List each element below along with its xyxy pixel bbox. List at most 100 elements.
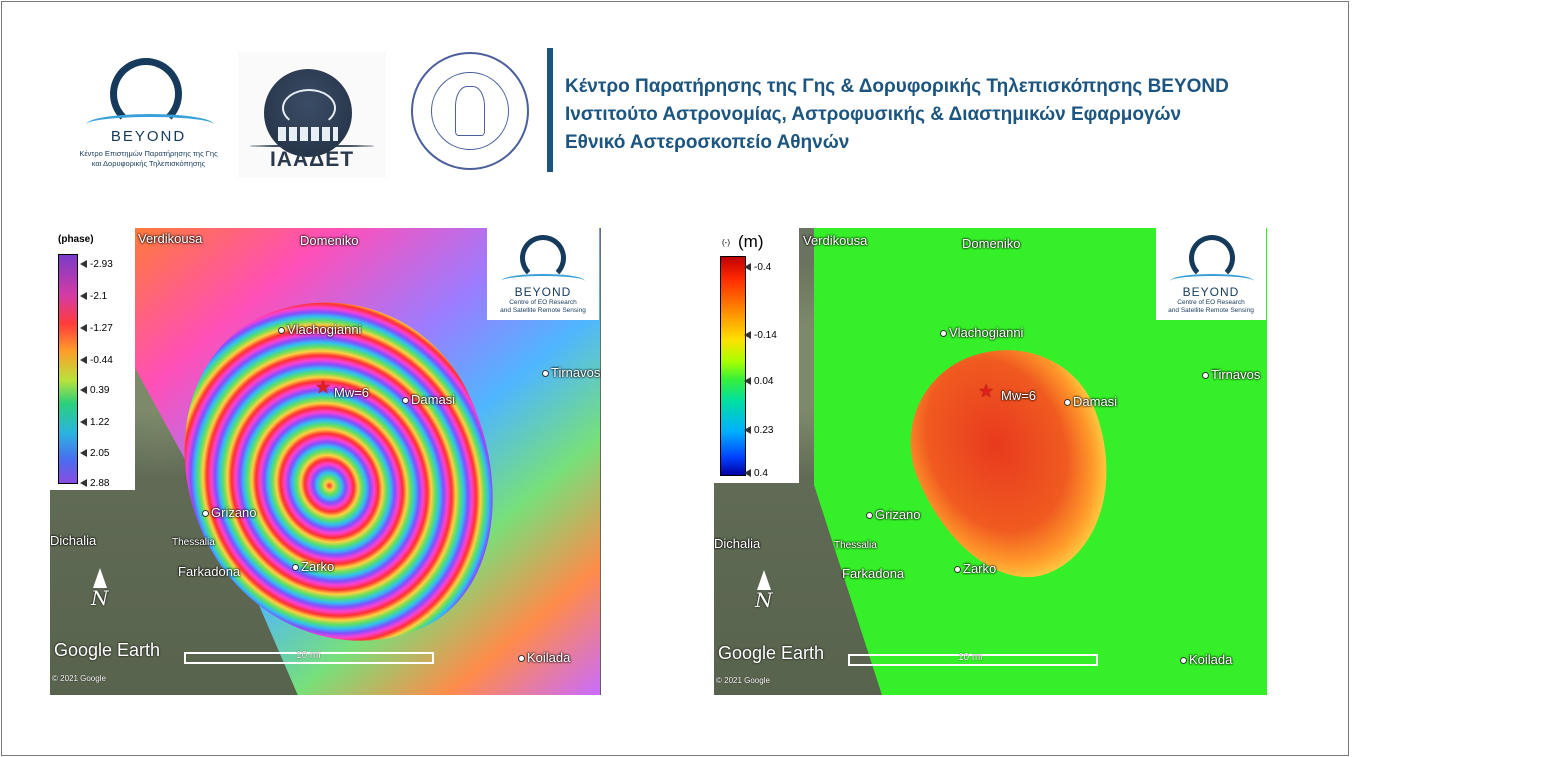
tick-marker-icon bbox=[80, 356, 87, 365]
beyond-inset-logo: BEYOND Centre of EO Research and Satelli… bbox=[487, 228, 599, 320]
interferogram-map[interactable]: (phase) -2.93 -2.1 -1.27 -0.44 0.39 1.22… bbox=[50, 228, 601, 695]
displacement-tick: -0.14 bbox=[744, 330, 777, 341]
place-farkadona: Farkadona bbox=[178, 564, 241, 579]
google-earth-logo: Google Earth bbox=[718, 643, 825, 663]
displacement-legend: (-) (m) -0.4 -0.14 0.04 0.23 0.4 bbox=[714, 228, 799, 483]
google-earth-logo: Google Earth bbox=[54, 640, 161, 660]
displacement-tick: -0.4 bbox=[744, 262, 771, 273]
north-label: N bbox=[91, 586, 109, 610]
beyond-swoosh-icon bbox=[1170, 274, 1254, 288]
tick-marker-icon bbox=[80, 292, 87, 301]
epicenter-label: Mw=6 bbox=[1001, 388, 1037, 403]
scale-bar bbox=[848, 654, 1098, 666]
place-domeniko: Domeniko bbox=[962, 236, 1021, 251]
phase-legend: (phase) -2.93 -2.1 -1.27 -0.44 0.39 1.22… bbox=[50, 228, 135, 490]
north-label: N bbox=[755, 588, 773, 612]
place-verdikousa: Verdikousa bbox=[138, 231, 203, 246]
displacement-map[interactable]: (-) (m) -0.4 -0.14 0.04 0.23 0.4 BEYOND … bbox=[714, 228, 1267, 695]
north-arrow-icon: N bbox=[751, 570, 777, 612]
place-dot-icon bbox=[278, 327, 285, 335]
beyond-logo-name: BEYOND bbox=[110, 128, 187, 145]
inset-logo-subtitle: Centre of EO Research and Satellite Remo… bbox=[1168, 299, 1254, 314]
scale-bar bbox=[184, 652, 434, 664]
tick-marker-icon bbox=[744, 426, 751, 435]
solar-panel-icon bbox=[278, 127, 338, 141]
phase-tick: 2.05 bbox=[80, 448, 109, 459]
displacement-legend-prefix: (-) bbox=[722, 238, 730, 247]
place-koilada: Koilada bbox=[1180, 652, 1232, 667]
phase-tick: 0.39 bbox=[80, 385, 109, 396]
inset-logo-name: BEYOND bbox=[1182, 285, 1240, 299]
tick-marker-icon bbox=[744, 263, 751, 272]
phase-tick: -2.93 bbox=[80, 259, 113, 270]
place-farkadona: Farkadona bbox=[842, 566, 905, 581]
tick-marker-icon bbox=[80, 260, 87, 269]
place-thessalia: Thessalia bbox=[172, 537, 215, 548]
phase-tick: -2.1 bbox=[80, 291, 107, 302]
phase-tick: -1.27 bbox=[80, 323, 113, 334]
place-dot-icon bbox=[1180, 657, 1187, 665]
phase-tick: 1.22 bbox=[80, 417, 109, 428]
institution-line-3: Εθνικό Αστεροσκοπείο Αθηνών bbox=[565, 132, 850, 153]
tick-marker-icon bbox=[80, 449, 87, 458]
observatory-seal-icon bbox=[403, 52, 538, 174]
displacement-tick: 0.04 bbox=[744, 376, 773, 387]
place-dot-icon bbox=[202, 510, 209, 518]
epicenter-label: Mw=6 bbox=[334, 385, 370, 400]
place-vlachogianni: Vlachogianni bbox=[278, 322, 361, 337]
orbit-icon bbox=[282, 89, 336, 127]
institution-line-2: Ινστιτούτο Αστρονομίας, Αστροφυσικής & Δ… bbox=[565, 104, 1182, 125]
beyond-ring-icon bbox=[520, 235, 566, 281]
beyond-ring-icon bbox=[110, 58, 182, 130]
place-koilada: Koilada bbox=[518, 650, 570, 665]
map-copyright: © 2021 Google bbox=[716, 676, 770, 685]
displacement-legend-unit: (m) bbox=[738, 232, 764, 251]
beyond-ring-icon bbox=[1189, 235, 1235, 281]
beyond-logo-subtitle-line2: και Δορυφορικής Τηλεπισκόπησης bbox=[91, 159, 206, 168]
place-damasi: Damasi bbox=[402, 392, 455, 407]
place-vlachogianni: Vlachogianni bbox=[940, 325, 1023, 340]
place-verdikousa: Verdikousa bbox=[803, 233, 868, 248]
place-grizano: Grizano bbox=[202, 505, 257, 520]
place-tirnavos: Tirnavos bbox=[542, 365, 600, 380]
iaadet-logo: ΙΑΑΔΕΤ bbox=[238, 52, 386, 178]
place-dichalia: Dichalia bbox=[714, 536, 761, 551]
epicenter-star-icon: ★ bbox=[978, 381, 995, 401]
tick-marker-icon bbox=[744, 469, 751, 478]
tick-marker-icon bbox=[744, 331, 751, 340]
tick-marker-icon bbox=[80, 386, 87, 395]
iaadet-underline bbox=[250, 145, 374, 147]
scale-label: 10 mi bbox=[296, 650, 321, 661]
header-divider bbox=[547, 48, 553, 172]
north-arrow-icon: N bbox=[87, 568, 113, 610]
place-dot-icon bbox=[1064, 399, 1071, 407]
scale-label: 10 mi bbox=[958, 652, 983, 663]
phase-tick: 2.88 bbox=[80, 478, 109, 489]
tick-marker-icon bbox=[744, 377, 751, 386]
displacement-tick: 0.23 bbox=[744, 425, 773, 436]
map-copyright: © 2021 Google bbox=[52, 674, 106, 683]
tick-marker-icon bbox=[80, 479, 87, 488]
beyond-logo-subtitle: Κέντρο Επιστημών Παρατήρησης της Γης και… bbox=[66, 149, 231, 169]
place-grizano: Grizano bbox=[866, 507, 921, 522]
displacement-tick: 0.4 bbox=[744, 468, 768, 479]
place-tirnavos: Tirnavos bbox=[1202, 367, 1260, 382]
displacement-colorbar bbox=[720, 256, 746, 476]
beyond-logo-subtitle-line1: Κέντρο Επιστημών Παρατήρησης της Γης bbox=[79, 149, 218, 158]
place-damasi: Damasi bbox=[1064, 394, 1117, 409]
place-thessalia: Thessalia bbox=[834, 540, 877, 551]
seal-outer-ring bbox=[411, 52, 529, 170]
iaadet-emblem-icon bbox=[264, 69, 352, 157]
epicenter-star-icon: ★ bbox=[315, 377, 332, 397]
place-dot-icon bbox=[1202, 372, 1209, 380]
place-domeniko: Domeniko bbox=[300, 233, 359, 248]
iaadet-logo-name: ΙΑΑΔΕΤ bbox=[269, 148, 355, 171]
beyond-swoosh-icon bbox=[86, 114, 214, 135]
place-dot-icon bbox=[940, 330, 947, 338]
phase-tick: -0.44 bbox=[80, 355, 113, 366]
tick-marker-icon bbox=[80, 418, 87, 427]
beyond-swoosh-icon bbox=[501, 274, 585, 288]
place-dot-icon bbox=[402, 397, 409, 405]
tick-marker-icon bbox=[80, 324, 87, 333]
place-dot-icon bbox=[292, 564, 299, 572]
